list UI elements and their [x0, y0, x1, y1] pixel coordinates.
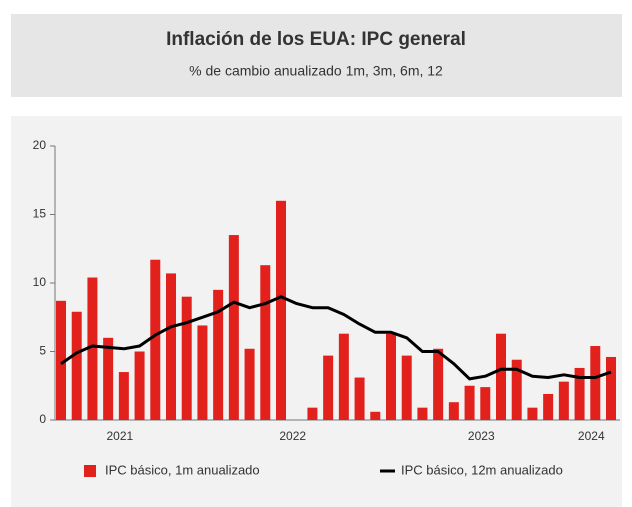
y-tick-label: 0 [39, 412, 46, 426]
bar [401, 355, 412, 420]
bar [87, 277, 98, 420]
chart-subtitle: % de cambio anualizado 1m, 3m, 6m, 12 [189, 63, 443, 79]
y-tick-label: 20 [33, 138, 47, 152]
bar [574, 367, 585, 420]
bar [213, 289, 224, 420]
bar [543, 393, 554, 420]
legend-swatch [84, 465, 96, 477]
panel-bg [11, 116, 622, 507]
bar [118, 372, 129, 420]
x-tick-label: 2024 [578, 429, 605, 443]
bar [590, 346, 601, 420]
bar [134, 351, 145, 420]
bar [433, 348, 444, 420]
bar [307, 407, 318, 420]
chart-title: Inflación de los EUA: IPC general [166, 29, 466, 50]
bar [166, 273, 176, 420]
x-tick-label: 2023 [468, 429, 495, 443]
bar [558, 381, 569, 420]
bar [511, 359, 522, 420]
bar [464, 385, 475, 420]
bar [386, 333, 396, 420]
y-tick-label: 5 [39, 344, 46, 358]
bar [323, 355, 334, 420]
bar [480, 387, 491, 420]
legend-label: IPC básico, 1m anualizado [105, 462, 260, 477]
legend-label: IPC básico, 12m anualizado [401, 462, 563, 477]
bar [197, 325, 208, 420]
bar [150, 259, 161, 420]
bar [417, 407, 428, 420]
bar [354, 377, 365, 420]
bar [260, 265, 271, 420]
y-tick-label: 15 [33, 207, 47, 221]
bar [338, 333, 349, 420]
bar [370, 411, 381, 420]
bar [606, 356, 616, 420]
bar [527, 407, 538, 420]
bar [496, 333, 506, 420]
bar [56, 300, 66, 420]
bar [448, 402, 459, 420]
bar [181, 296, 192, 420]
bar [276, 200, 286, 420]
line [60, 295, 612, 381]
bar [244, 348, 255, 420]
bar [71, 311, 82, 420]
x-tick-label: 2022 [279, 429, 306, 443]
header-bg [11, 14, 622, 97]
bar [103, 337, 114, 420]
y-tick-label: 10 [33, 275, 47, 289]
x-tick-label: 2021 [107, 429, 134, 443]
bar [228, 235, 239, 420]
